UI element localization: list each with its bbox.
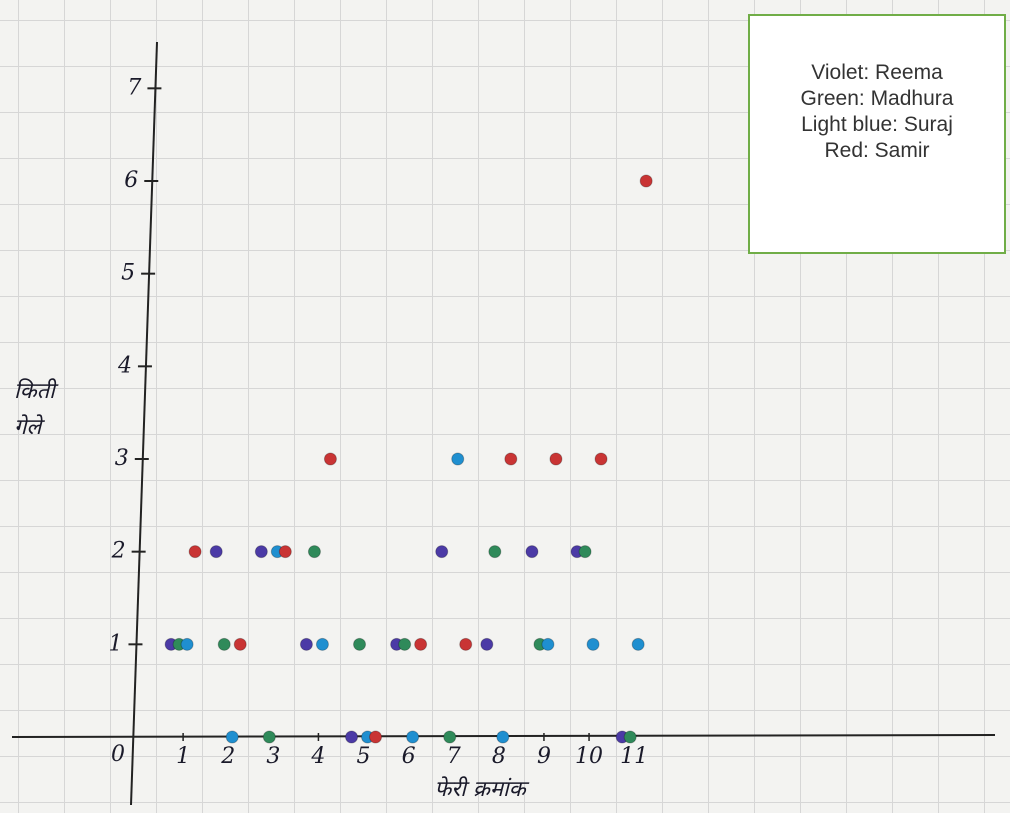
dot <box>354 638 366 650</box>
legend-entry: Violet: Reema <box>750 60 1004 86</box>
dot <box>316 638 328 650</box>
dot <box>505 453 517 465</box>
dot <box>255 546 267 558</box>
dot <box>399 638 411 650</box>
dot <box>324 453 336 465</box>
dot <box>308 546 320 558</box>
dot <box>346 731 358 743</box>
dot <box>300 638 312 650</box>
x-tick-label: 7 <box>447 744 461 769</box>
x-tick-label: 10 <box>575 744 603 769</box>
dot <box>452 453 464 465</box>
x-tick-label: 6 <box>402 744 416 769</box>
x-tick-label: 3 <box>266 744 280 769</box>
dot <box>640 175 652 187</box>
y-axis-title: किती <box>14 378 59 404</box>
x-tick-label: 2 <box>220 744 235 769</box>
dot <box>489 546 501 558</box>
x-tick-label: 9 <box>537 744 551 769</box>
dot <box>407 731 419 743</box>
dot <box>370 731 382 743</box>
dot <box>181 638 193 650</box>
y-tick-label: 5 <box>121 261 135 286</box>
y-tick-label: 7 <box>127 75 141 100</box>
dot <box>415 638 427 650</box>
y-axis <box>131 42 157 805</box>
x-axis-title: फेरी क्रमांक <box>434 776 529 802</box>
dot <box>587 638 599 650</box>
dot <box>595 453 607 465</box>
dot <box>632 638 644 650</box>
x-tick-label: 8 <box>492 744 506 769</box>
dot <box>189 546 201 558</box>
y-tick-label: 2 <box>111 539 126 564</box>
chart: 0 1 2 3 4 5 6 7 1 2 3 4 5 6 7 8 9 10 11 फेरी क्रमांक किती गेल… <box>0 0 1010 813</box>
dot <box>497 731 509 743</box>
legend-entry: Green: Madhura <box>750 86 1004 112</box>
dot <box>263 731 275 743</box>
dot <box>279 546 291 558</box>
x-tick-label: 11 <box>620 744 648 769</box>
dot <box>542 638 554 650</box>
dot <box>460 638 472 650</box>
y-tick-label: 1 <box>108 631 122 656</box>
dot <box>234 638 246 650</box>
dot <box>481 638 493 650</box>
dot <box>436 546 448 558</box>
x-tick-label: 1 <box>176 744 190 769</box>
y-tick-label: 0 <box>111 742 125 767</box>
dot <box>444 731 456 743</box>
dot <box>526 546 538 558</box>
dot <box>226 731 238 743</box>
dot <box>210 546 222 558</box>
dot <box>218 638 230 650</box>
y-axis-title: गेले <box>14 414 45 440</box>
legend-entry: Red: Samir <box>750 138 1004 164</box>
dot <box>624 731 636 743</box>
x-tick-label: 4 <box>310 744 325 769</box>
y-tick-label: 3 <box>115 446 129 471</box>
dot <box>550 453 562 465</box>
y-tick-label: 6 <box>124 168 138 193</box>
dot <box>579 546 591 558</box>
y-tick-label: 4 <box>117 353 132 378</box>
legend-entry: Light blue: Suraj <box>750 112 1004 138</box>
x-tick-label: 5 <box>357 744 371 769</box>
